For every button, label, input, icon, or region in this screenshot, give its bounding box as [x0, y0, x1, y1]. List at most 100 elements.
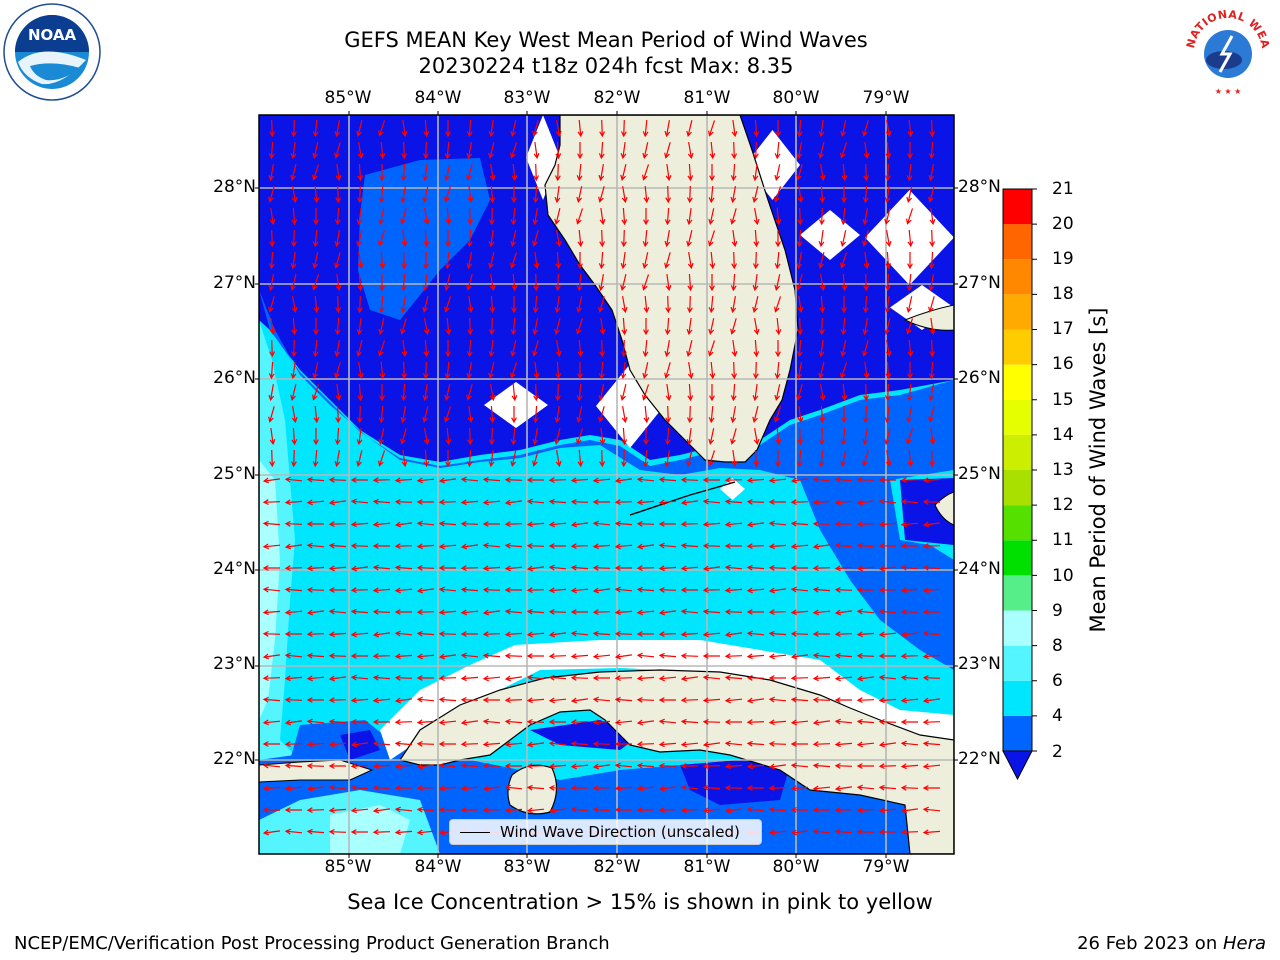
- wind-wave-arrow: [841, 383, 848, 402]
- wind-wave-arrow: [768, 719, 787, 726]
- wind-wave-arrow: [416, 477, 435, 484]
- wind-wave-arrow: [438, 543, 457, 550]
- wind-wave-arrow: [350, 477, 368, 483]
- wind-wave-arrow: [790, 829, 808, 836]
- wind-wave-arrow: [614, 785, 633, 792]
- wind-wave-arrow: [570, 564, 589, 571]
- wind-wave-arrow: [488, 207, 495, 226]
- wind-wave-arrow: [554, 406, 561, 424]
- wind-wave-arrow: [642, 274, 650, 291]
- wind-wave-arrow: [922, 498, 941, 505]
- wind-wave-arrow: [856, 499, 874, 506]
- map-legend: Wind Wave Direction (unscaled): [449, 819, 762, 845]
- wind-wave-arrow: [812, 520, 831, 527]
- wind-wave-arrow: [746, 740, 765, 747]
- wind-wave-arrow: [598, 141, 605, 160]
- wind-wave-arrow: [922, 543, 941, 550]
- wind-wave-arrow: [394, 543, 413, 550]
- wind-wave-arrow: [416, 675, 434, 681]
- wind-wave-arrow: [680, 807, 699, 814]
- wind-wave-arrow: [533, 163, 540, 182]
- wind-wave-arrow: [394, 564, 413, 571]
- wind-wave-arrow: [372, 829, 391, 836]
- wind-wave-arrow: [768, 477, 787, 484]
- wind-wave-arrow: [900, 631, 918, 638]
- wind-wave-arrow: [548, 807, 566, 814]
- wind-wave-arrow: [378, 185, 385, 204]
- nws-logo: NATIONAL WEATHER SERVICE ★ ★ ★: [1178, 2, 1276, 100]
- wind-wave-arrow: [511, 406, 517, 424]
- wind-wave-arrow: [334, 339, 341, 358]
- wind-wave-arrow: [928, 296, 935, 313]
- wind-wave-arrow: [504, 565, 523, 572]
- wind-wave-arrow: [840, 362, 848, 379]
- wind-wave-arrow: [460, 476, 479, 483]
- wind-wave-arrow: [570, 498, 589, 505]
- wind-wave-arrow: [416, 740, 435, 747]
- wind-wave-arrow: [812, 609, 831, 616]
- wind-wave-arrow: [812, 741, 831, 748]
- wind-wave-arrow: [378, 208, 385, 226]
- wind-wave-arrow: [724, 477, 743, 484]
- wind-wave-arrow: [840, 207, 847, 226]
- wind-wave-arrow: [570, 630, 589, 637]
- wind-wave-arrow: [620, 252, 627, 270]
- wind-wave-arrow: [422, 141, 429, 160]
- lat-label-left-24n: 24°N: [213, 559, 256, 579]
- wind-wave-arrow: [460, 762, 479, 769]
- wind-wave-arrow: [268, 251, 275, 270]
- wind-wave-arrow: [577, 119, 584, 138]
- wind-wave-arrow: [680, 631, 699, 638]
- wind-wave-arrow: [834, 631, 853, 638]
- wind-wave-arrow: [643, 318, 649, 336]
- wind-wave-arrow: [313, 295, 320, 314]
- wind-wave-arrow: [753, 339, 760, 358]
- wind-wave-arrow: [400, 428, 407, 445]
- wind-wave-arrow: [900, 521, 919, 528]
- wind-wave-arrow: [555, 119, 562, 138]
- wind-wave-arrow: [526, 741, 544, 748]
- wind-wave-arrow: [746, 719, 765, 726]
- wind-wave-arrow: [658, 718, 677, 725]
- wind-wave-arrow: [555, 339, 562, 358]
- wind-wave-arrow: [746, 587, 765, 594]
- wind-wave-arrow: [599, 208, 606, 226]
- wind-wave-arrow: [533, 142, 540, 160]
- wind-wave-arrow: [445, 340, 451, 358]
- lon-label-top-81w: 81°W: [683, 88, 731, 108]
- missing-data-cell: [484, 382, 548, 428]
- wind-wave-arrow: [752, 296, 759, 314]
- wind-wave-arrow: [900, 608, 919, 615]
- wind-wave-arrow: [466, 229, 473, 248]
- wind-wave-arrow: [840, 230, 847, 248]
- wind-wave-arrow: [482, 785, 500, 792]
- wind-wave-arrow: [416, 719, 435, 726]
- wind-wave-arrow: [664, 362, 671, 379]
- wind-wave-arrow: [328, 476, 347, 483]
- wind-wave-arrow: [504, 608, 523, 615]
- wind-wave-arrow: [906, 273, 913, 292]
- wind-wave-arrow: [416, 763, 434, 770]
- wind-wave-arrow: [840, 450, 847, 468]
- wind-wave-arrow: [812, 785, 831, 792]
- wind-wave-arrow: [702, 477, 720, 483]
- wind-wave-arrow: [702, 784, 721, 791]
- lat-label-left-27n: 27°N: [213, 273, 256, 293]
- wind-wave-arrow: [928, 163, 935, 182]
- wind-wave-arrow: [774, 251, 781, 270]
- wind-wave-arrow: [818, 340, 825, 358]
- wind-wave-arrow: [856, 608, 875, 615]
- wind-wave-arrow: [900, 719, 918, 725]
- wind-wave-arrow: [438, 762, 457, 769]
- wind-wave-arrow: [306, 631, 325, 638]
- colorbar-label: Mean Period of Wind Waves [s]: [1086, 307, 1110, 633]
- wind-wave-arrow: [840, 120, 847, 138]
- wind-wave-arrow: [878, 763, 897, 770]
- wind-wave-arrow: [445, 450, 451, 468]
- wind-wave-arrow: [526, 587, 545, 594]
- wind-wave-arrow: [856, 718, 875, 725]
- wind-wave-arrow: [290, 229, 297, 248]
- wind-wave-arrow: [526, 498, 545, 505]
- wind-wave-arrow: [702, 608, 721, 615]
- wind-wave-arrow: [658, 785, 676, 792]
